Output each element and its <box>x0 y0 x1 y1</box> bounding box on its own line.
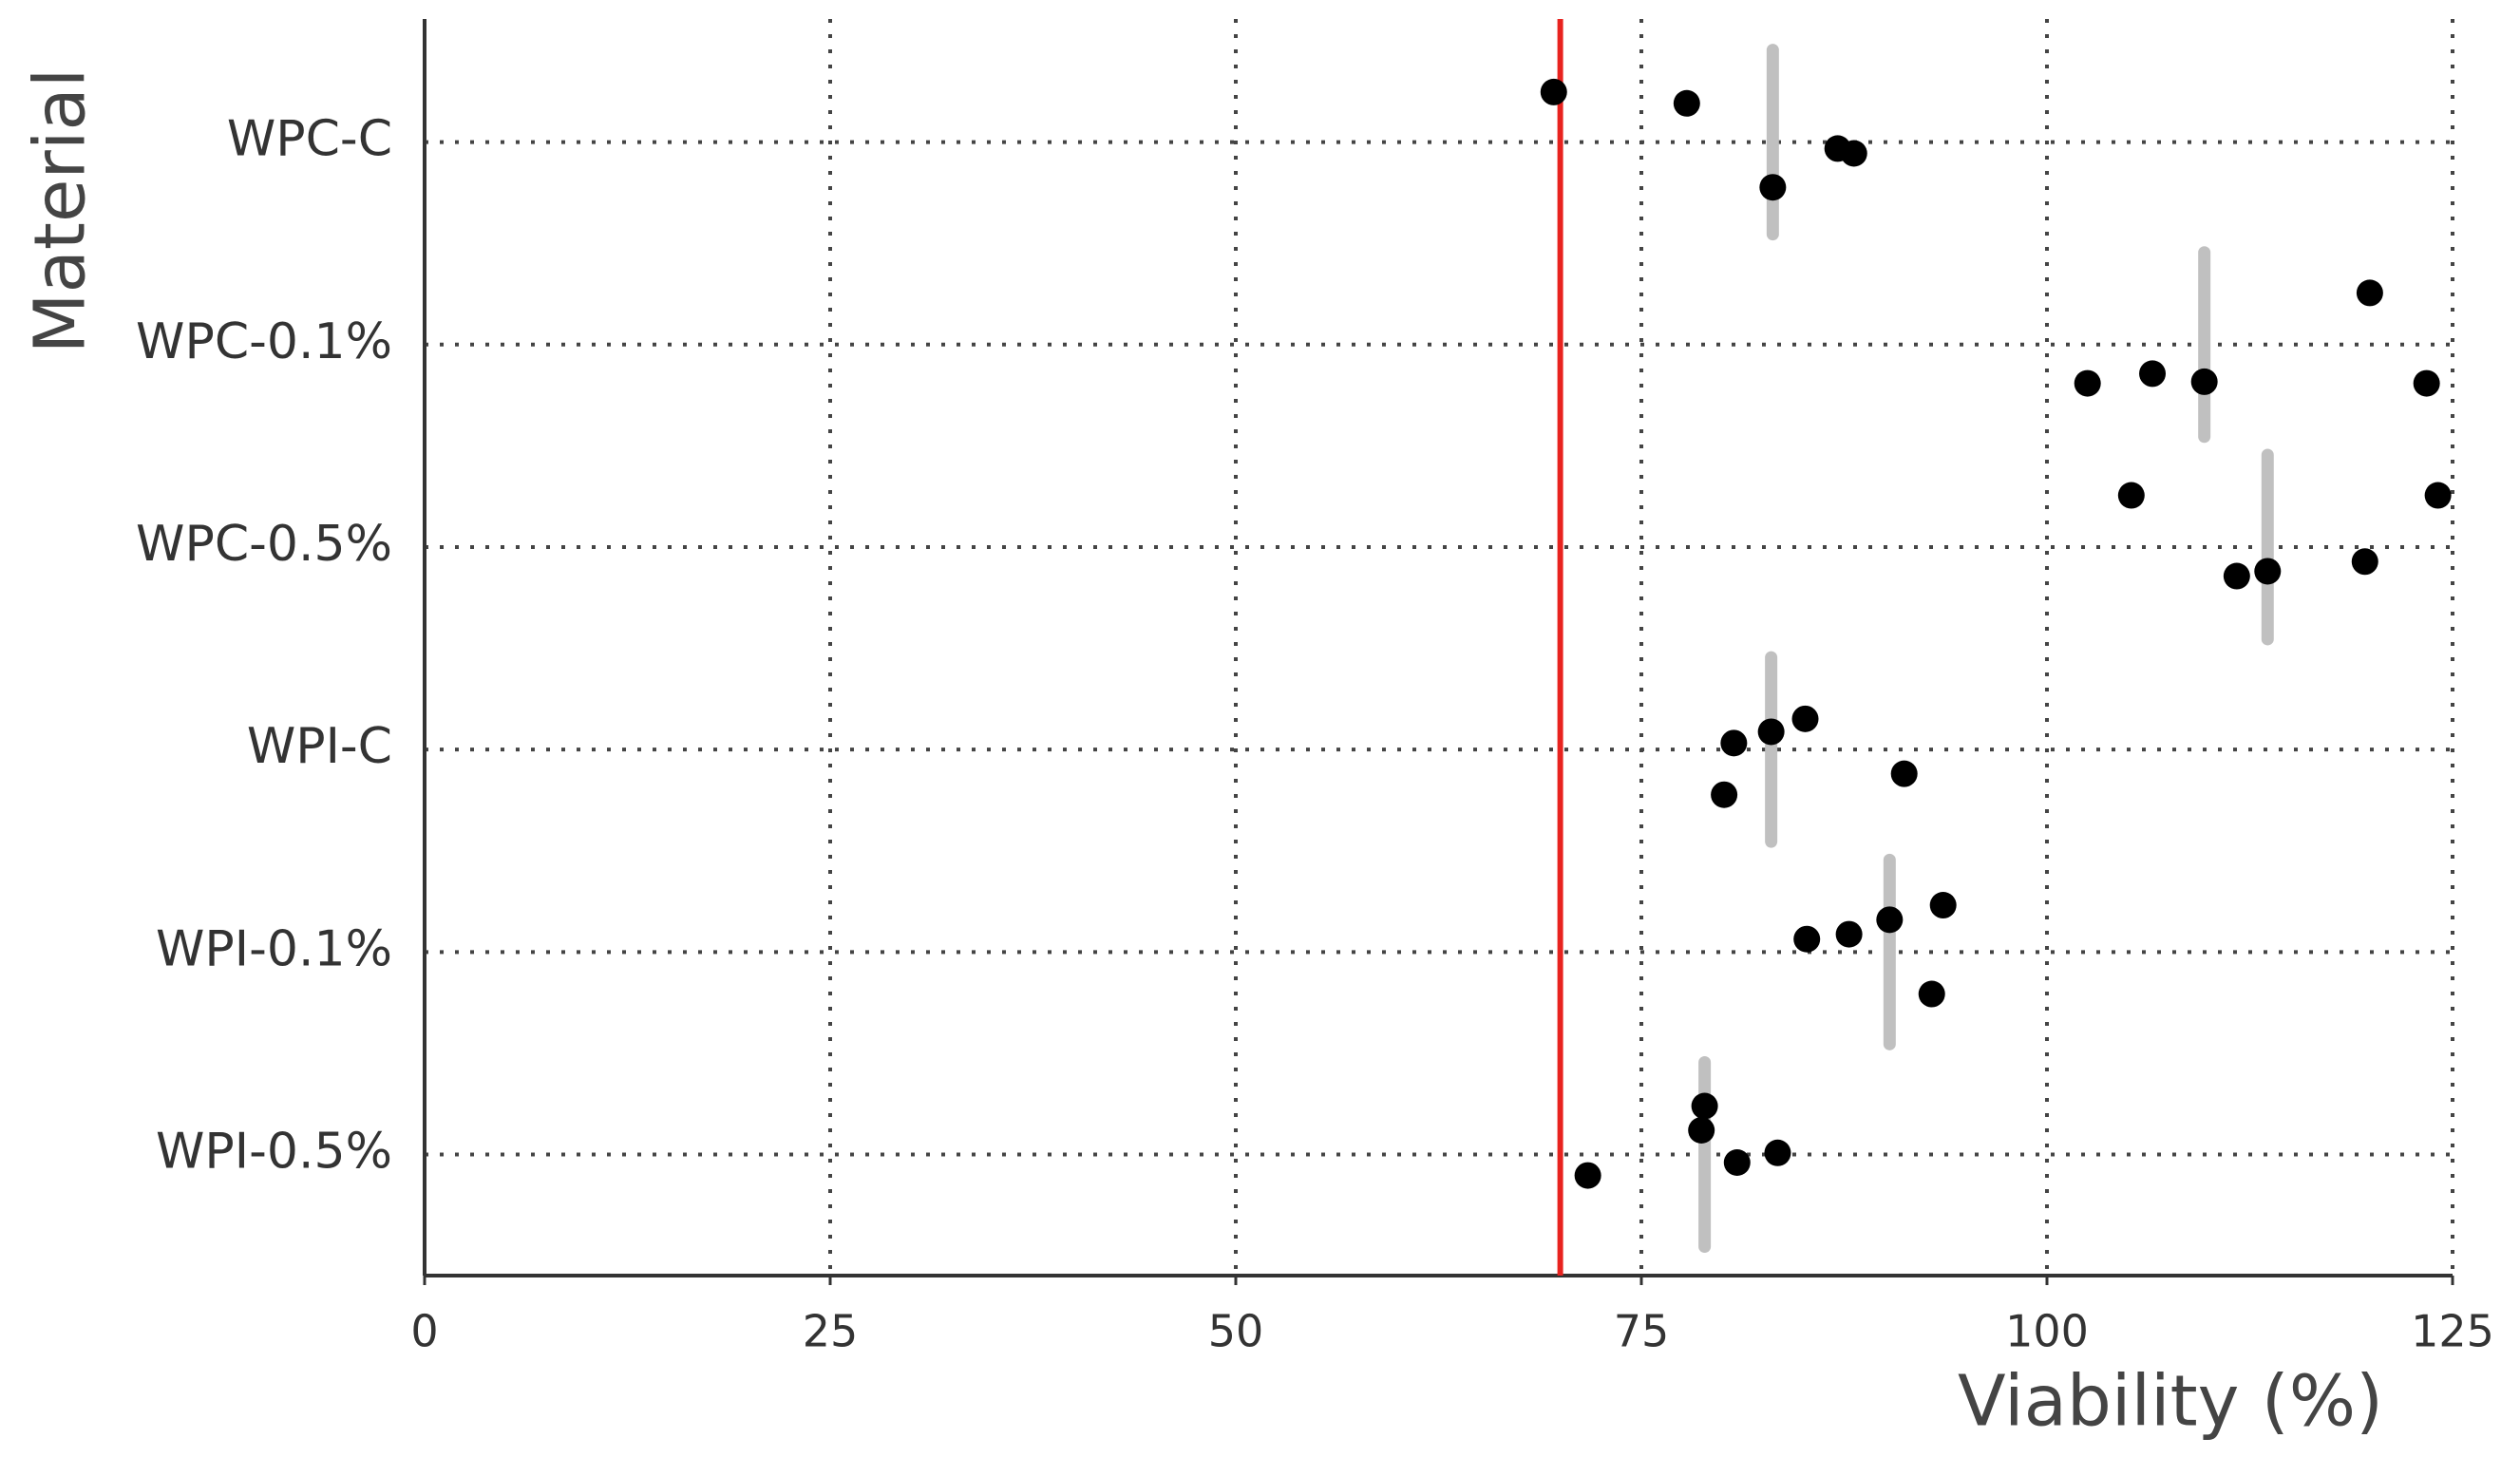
x-tick-label: 50 <box>1208 1306 1264 1357</box>
y-tick-label: WPI-0.1% <box>156 920 392 977</box>
data-point <box>1688 1117 1715 1144</box>
data-point <box>2074 369 2101 397</box>
data-point <box>1876 906 1904 934</box>
data-point <box>1840 140 1867 167</box>
data-point <box>2254 558 2282 585</box>
data-point <box>1890 760 1918 787</box>
data-point <box>2351 548 2378 576</box>
x-tick-label: 100 <box>2005 1306 2089 1357</box>
data-point <box>1929 892 1957 919</box>
data-point <box>2424 482 2452 509</box>
data-point <box>2413 369 2440 397</box>
data-point <box>1759 174 1787 201</box>
data-point <box>1835 920 1863 948</box>
data-point <box>1791 705 1819 732</box>
x-tick-label: 75 <box>1614 1306 1670 1357</box>
data-point <box>2190 368 2218 395</box>
data-point <box>1691 1092 1718 1120</box>
x-axis-title: Viability (%) <box>1958 1361 2383 1443</box>
data-point <box>2223 562 2250 590</box>
data-point <box>1793 925 1821 953</box>
x-tick-label: 25 <box>803 1306 859 1357</box>
x-tick-label: 125 <box>2411 1306 2494 1357</box>
data-point <box>1764 1139 1791 1166</box>
y-tick-label: WPC-C <box>227 111 392 168</box>
y-axis-title: Material <box>20 68 102 354</box>
data-point <box>1757 718 1785 746</box>
data-point <box>1720 729 1748 757</box>
data-point <box>1540 78 1567 105</box>
y-tick-label: WPI-C <box>247 718 392 775</box>
data-point <box>2139 360 2167 388</box>
y-tick-label: WPC-0.5% <box>136 516 392 573</box>
data-point <box>1918 980 1945 1008</box>
y-tick-label: WPI-0.5% <box>156 1124 392 1181</box>
data-point <box>1723 1149 1751 1176</box>
x-tick-label: 0 <box>410 1306 438 1357</box>
data-point <box>1711 781 1738 808</box>
data-point <box>2117 482 2145 509</box>
y-tick-label: WPC-0.1% <box>136 313 392 370</box>
data-point <box>1673 89 1700 117</box>
data-point <box>1574 1162 1601 1189</box>
data-point <box>2356 279 2383 307</box>
